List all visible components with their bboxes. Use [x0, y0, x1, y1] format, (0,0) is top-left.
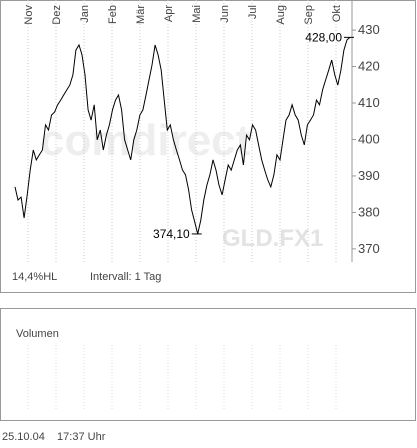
annotation-label: 374,10 — [153, 227, 190, 241]
month-label: Mai — [191, 5, 203, 23]
month-label: Jan — [79, 5, 91, 23]
timestamp: 25.10.04 17:37 Uhr — [2, 431, 106, 443]
price-panel — [0, 0, 416, 293]
y-tick-label: 370 — [358, 241, 380, 256]
month-label: Mär — [135, 5, 147, 24]
month-label: Feb — [107, 5, 119, 24]
price-line — [14, 37, 351, 235]
watermark: comdirect — [40, 116, 251, 165]
annotation-label: 428,00 — [305, 30, 342, 44]
y-tick-label: 390 — [358, 168, 380, 183]
month-label: Sep — [303, 5, 315, 25]
volume-title: Volumen — [16, 328, 59, 340]
month-label: Okt — [331, 5, 343, 22]
y-tick-label: 380 — [358, 204, 380, 219]
y-tick-label: 410 — [358, 95, 380, 110]
interval: Intervall: 1 Tag — [90, 271, 161, 283]
month-label: Jun — [219, 5, 231, 23]
month-label: Aug — [275, 5, 287, 25]
month-label: Apr — [163, 5, 175, 22]
y-tick-label: 400 — [358, 131, 380, 146]
month-label: Dez — [51, 5, 63, 25]
volume-panel — [0, 308, 416, 421]
y-tick-label: 430 — [358, 22, 380, 37]
month-label: Nov — [23, 5, 35, 25]
month-label: Jul — [247, 5, 259, 19]
range-info: 14,4%HL — [12, 271, 57, 283]
y-tick-label: 420 — [358, 59, 380, 74]
symbol-watermark: GLD.FX1 — [222, 225, 323, 252]
